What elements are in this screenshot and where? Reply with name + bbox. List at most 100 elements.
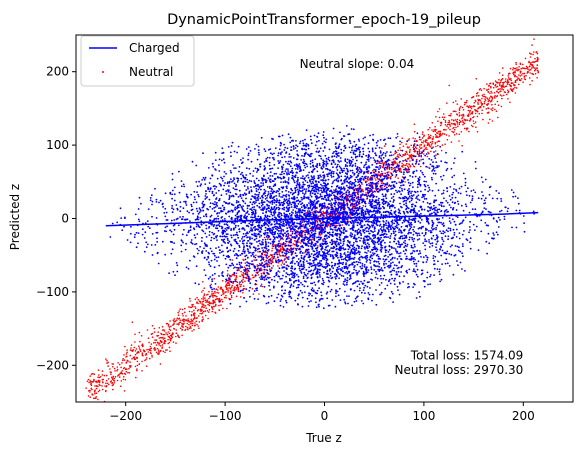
charged-point [381, 180, 383, 183]
neutral-point [202, 289, 204, 292]
charged-point [377, 231, 380, 234]
neutral-point [181, 328, 184, 331]
neutral-point [174, 320, 177, 323]
neutral-point [260, 267, 262, 270]
charged-point [183, 200, 186, 203]
neutral-point [139, 340, 141, 343]
neutral-point [491, 120, 494, 122]
charged-point [399, 181, 402, 184]
charged-point [202, 203, 205, 206]
charged-point [190, 239, 193, 241]
neutral-point [167, 342, 169, 345]
neutral-point [187, 319, 190, 322]
charged-point [234, 266, 236, 269]
neutral-point [458, 108, 461, 110]
charged-point [148, 227, 151, 230]
charged-point [215, 192, 218, 194]
charged-point [308, 210, 311, 213]
neutral-point [158, 344, 160, 346]
neutral-point [138, 363, 140, 366]
neutral-point [149, 348, 151, 350]
charged-point [366, 259, 368, 261]
neutral-point [404, 181, 406, 183]
charged-point [328, 159, 331, 162]
charged-point [197, 212, 200, 215]
charged-point [403, 234, 406, 237]
charged-point [120, 217, 123, 220]
neutral-point [271, 256, 273, 259]
charged-point [273, 172, 276, 175]
charged-point [328, 212, 331, 215]
charged-point [340, 186, 342, 189]
charged-point [403, 188, 406, 191]
charged-point [390, 273, 393, 276]
neutral-point [516, 67, 518, 69]
neutral-point [279, 255, 282, 257]
neutral-point [164, 340, 167, 343]
charged-point [257, 145, 260, 148]
neutral-point [225, 294, 227, 297]
neutral-point [420, 144, 423, 146]
neutral-point [507, 98, 509, 100]
charged-point [337, 204, 340, 207]
neutral-point [487, 103, 489, 105]
charged-point [407, 181, 410, 184]
neutral-point [182, 325, 184, 328]
neutral-point [442, 113, 445, 115]
charged-point [420, 273, 423, 276]
neutral-point [212, 294, 214, 297]
charged-point [446, 262, 449, 265]
neutral-point [507, 75, 510, 77]
charged-point [379, 165, 381, 167]
charged-point [270, 294, 273, 297]
charged-point [326, 291, 329, 293]
neutral-point [147, 337, 150, 340]
charged-point [471, 195, 474, 198]
neutral-point [421, 147, 423, 149]
charged-point [267, 225, 270, 227]
charged-point [357, 228, 360, 231]
neutral-point [108, 383, 110, 386]
neutral-point [382, 166, 384, 168]
neutral-point [97, 398, 99, 401]
neutral-point [512, 71, 515, 74]
charged-point [423, 198, 426, 200]
neutral-point [164, 351, 166, 354]
neutral-point [268, 255, 271, 258]
neutral-point [485, 108, 488, 110]
neutral-point [419, 144, 421, 146]
charged-point [248, 213, 250, 216]
neutral-point [499, 83, 501, 85]
neutral-point [179, 319, 181, 322]
neutral-point [161, 344, 164, 346]
charged-point [363, 231, 366, 234]
neutral-point [258, 276, 261, 279]
charged-point [269, 242, 272, 245]
neutral-point [469, 113, 472, 115]
neutral-point [199, 312, 201, 315]
charged-point [412, 211, 415, 214]
charged-point [297, 294, 300, 297]
neutral-point [397, 149, 400, 152]
charged-point [367, 250, 370, 252]
neutral-point [105, 358, 107, 360]
charged-point [423, 234, 426, 237]
charged-point [352, 171, 354, 174]
neutral-point [197, 315, 200, 317]
charged-point [174, 274, 176, 277]
charged-point [275, 195, 277, 197]
neutral-point [122, 358, 124, 360]
charged-point [417, 220, 420, 223]
charged-point [254, 283, 257, 286]
neutral-point [193, 316, 196, 319]
neutral-point [288, 237, 291, 239]
neutral-point [413, 123, 416, 125]
charged-point [360, 161, 363, 164]
neutral-point [521, 67, 524, 69]
neutral-point [149, 345, 152, 348]
neutral-point [162, 338, 165, 340]
neutral-point [270, 260, 273, 262]
neutral-point [292, 243, 295, 245]
charged-point [387, 202, 389, 204]
neutral-point [512, 69, 514, 71]
